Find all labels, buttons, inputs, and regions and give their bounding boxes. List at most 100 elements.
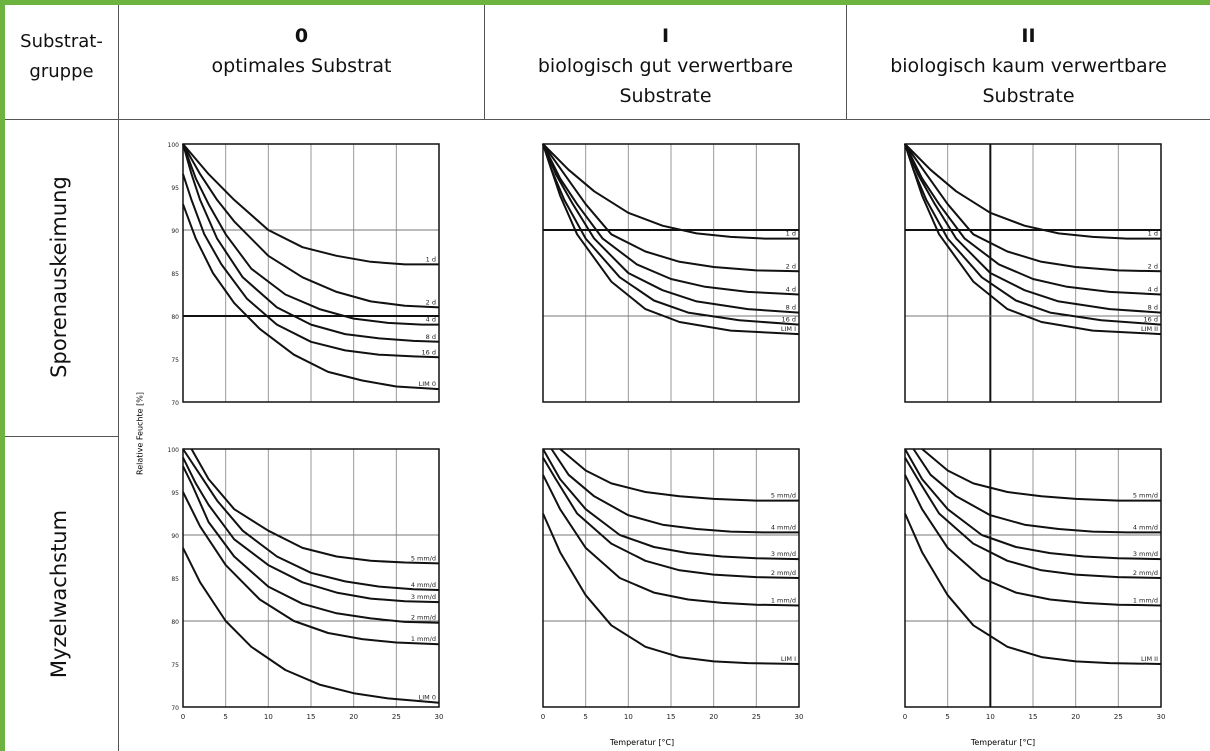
row-label-myzelwachstum: Myzelwachstum [47, 509, 71, 679]
series-label-8-d: 8 d [1148, 304, 1158, 312]
plot-frame [182, 143, 440, 403]
series-label-5-mm-d: 5 mm/d [1133, 492, 1158, 500]
series-line-lim-i [542, 143, 800, 336]
x-tick-label: 5 [223, 713, 227, 721]
x-tick-label: 10 [624, 713, 633, 721]
column-1-roman: I [661, 25, 670, 47]
series-line-1-d [542, 143, 799, 240]
series-label-lim-0: LIM 0 [419, 380, 436, 388]
series-label-3-mm-d: 3 mm/d [411, 593, 436, 601]
series-label-1-mm-d: 1 mm/d [771, 597, 796, 605]
column-0-description: optimales Substrat [211, 55, 392, 77]
row-title-header: Substrat- gruppe [20, 31, 103, 82]
x-tick-label: 30 [1157, 713, 1166, 721]
series-label-16-d: 16 d [782, 316, 796, 324]
y-tick-label: 100 [168, 142, 180, 149]
column-1-description: biologisch gut verwertbare Substrate [537, 55, 794, 107]
series-label-2-mm-d: 2 mm/d [1133, 569, 1158, 577]
series-label-2-d: 2 d [786, 262, 796, 270]
y-tick-label: 85 [171, 271, 179, 278]
row-label-sporenauskeimung: Sporenauskeimung [47, 176, 71, 378]
x-tick-label: 20 [349, 713, 358, 721]
series-label-4-d: 4 d [1148, 286, 1158, 294]
x-tick-label: 0 [541, 713, 545, 721]
series-line-8-d [542, 143, 800, 314]
series-label-1-d: 1 d [786, 230, 796, 238]
y-tick-label: 75 [171, 662, 179, 669]
x-tick-label: 25 [392, 713, 401, 721]
x-tick-label: 20 [709, 713, 718, 721]
series-label-4-mm-d: 4 mm/d [411, 581, 436, 589]
y-tick-label: 75 [171, 357, 179, 364]
series-line-4-mm-d [912, 448, 1161, 534]
series-label-16-d: 16 d [1144, 316, 1158, 324]
series-label-lim-ii: LIM II [1141, 325, 1158, 333]
series-line-8-d [182, 143, 440, 343]
x-tick-label: 5 [583, 713, 587, 721]
series-label-5-mm-d: 5 mm/d [771, 492, 796, 500]
x-tick-label: 25 [1114, 713, 1123, 721]
series-line-4-d [182, 143, 439, 326]
series-line-2-d [542, 143, 800, 273]
column-2-description: biologisch kaum verwertbare Substrate [890, 55, 1167, 107]
x-axis-label: Temperatur [°C] [970, 738, 1036, 747]
series-label-lim-0: LIM 0 [419, 694, 436, 702]
header-divider [5, 119, 1210, 120]
series-line-3-mm-d [182, 457, 440, 604]
series-label-2-d: 2 d [1148, 262, 1158, 270]
x-tick-label: 15 [307, 713, 316, 721]
y-tick-label: 85 [171, 576, 179, 583]
x-tick-label: 10 [264, 713, 273, 721]
plot-frame [542, 143, 800, 403]
x-tick-label: 0 [181, 713, 185, 721]
series-line-1-d [182, 143, 439, 266]
series-line-2-mm-d [182, 465, 440, 624]
y-tick-label: 90 [171, 228, 179, 235]
series-label-4-mm-d: 4 mm/d [771, 523, 796, 531]
series-line-16-d [182, 173, 440, 359]
y-tick-label: 90 [171, 533, 179, 540]
substrate-table: Substrat- gruppe 0 optimales Substrat I … [5, 5, 1210, 751]
series-line-4-d [904, 143, 1162, 296]
series-label-1-d: 1 d [1148, 230, 1158, 238]
series-line-4-mm-d [182, 448, 440, 591]
series-line-1-mm-d [542, 474, 800, 607]
series-line-lim-0 [182, 203, 440, 391]
series-line-2-d [182, 143, 440, 309]
series-line-5-mm-d [559, 448, 799, 502]
x-tick-label: 15 [1029, 713, 1038, 721]
series-line-1-mm-d [904, 474, 1162, 607]
x-tick-label: 0 [903, 713, 907, 721]
series-label-3-mm-d: 3 mm/d [771, 550, 796, 558]
series-line-lim-i [542, 513, 800, 665]
series-line-5-mm-d [921, 448, 1161, 502]
series-line-3-mm-d [904, 448, 1162, 561]
column-2-roman: II [1021, 25, 1036, 47]
y-tick-label: 80 [171, 619, 179, 626]
series-line-1-d [904, 143, 1161, 240]
chart-mycel-substrate-0: 100 95 90 85 80 75 700 5 10 15 20 25 30 5 mm/d 4 mm/d 3… [168, 447, 444, 721]
x-tick-label: 10 [986, 713, 995, 721]
series-line-3-mm-d [542, 448, 800, 561]
x-tick-label: 5 [945, 713, 949, 721]
y-tick-label: 95 [171, 490, 179, 497]
y-tick-label: 70 [171, 400, 179, 407]
y-tick-label: 95 [171, 185, 179, 192]
series-line-4-d [542, 143, 800, 296]
column-divider [846, 5, 847, 119]
series-label-lim-ii: LIM II [1141, 655, 1158, 663]
x-axis-label: Temperatur [°C] [609, 738, 675, 747]
row-divider [5, 436, 119, 437]
chart-spore-substrate-0: 100 95 90 85 80 75 70 1 d 2 d 4 d 8 d 16 d LIM 0 [168, 142, 440, 407]
series-label-lim-i: LIM I [781, 655, 796, 663]
y-tick-label: 100 [168, 447, 180, 454]
series-label-1-d: 1 d [426, 255, 436, 263]
x-tick-label: 15 [667, 713, 676, 721]
series-line-8-d [904, 143, 1162, 314]
series-label-2-mm-d: 2 mm/d [411, 614, 436, 622]
series-line-1-mm-d [182, 491, 440, 646]
series-line-2-mm-d [904, 457, 1162, 579]
series-line-4-mm-d [550, 448, 799, 534]
